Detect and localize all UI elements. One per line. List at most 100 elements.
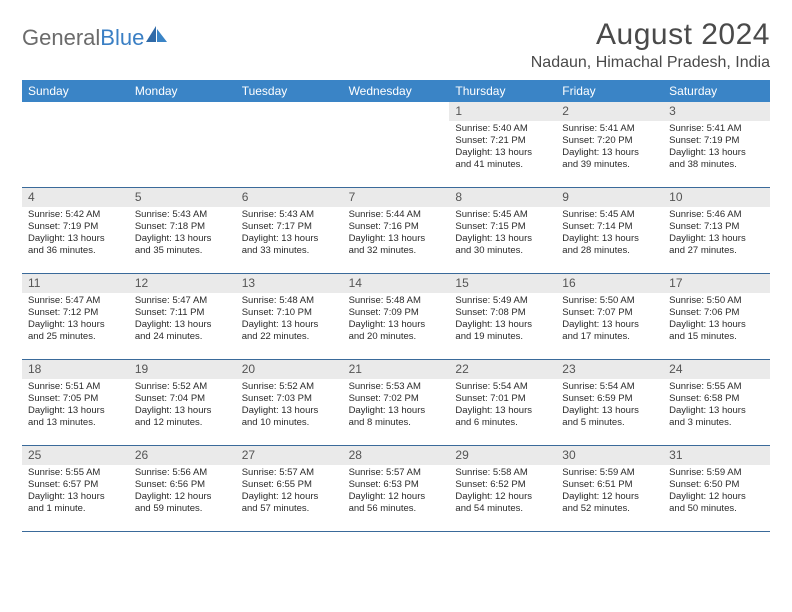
- day-info: Sunrise: 5:50 AMSunset: 7:07 PMDaylight:…: [556, 295, 663, 343]
- day-number: 11: [22, 274, 129, 293]
- logo-text-blue: Blue: [100, 25, 144, 51]
- sunrise-line: Sunrise: 5:41 AM: [669, 123, 764, 135]
- sunset-line: Sunset: 6:57 PM: [28, 479, 123, 491]
- day-info: Sunrise: 5:59 AMSunset: 6:51 PMDaylight:…: [556, 467, 663, 515]
- sunrise-line: Sunrise: 5:40 AM: [455, 123, 550, 135]
- daylight-line: Daylight: 13 hours and 12 minutes.: [135, 405, 230, 429]
- weekday-label: Friday: [556, 80, 663, 102]
- sunset-line: Sunset: 7:21 PM: [455, 135, 550, 147]
- sunrise-line: Sunrise: 5:58 AM: [455, 467, 550, 479]
- calendar-grid: 1 Sunrise: 5:40 AMSunset: 7:21 PM Daylight…: [22, 102, 770, 532]
- empty-cell: [22, 102, 129, 188]
- sunrise-line: Sunrise: 5:42 AM: [28, 209, 123, 221]
- sunset-line: Sunset: 6:50 PM: [669, 479, 764, 491]
- sunset-line: Sunset: 7:12 PM: [28, 307, 123, 319]
- day-number: 1: [449, 102, 556, 121]
- location: Nadaun, Himachal Pradesh, India: [531, 54, 770, 72]
- daylight-line: Daylight: 13 hours and 39 minutes.: [562, 147, 657, 171]
- sunrise-line: Sunrise: 5:57 AM: [349, 467, 444, 479]
- daylight-line: Daylight: 12 hours and 50 minutes.: [669, 491, 764, 515]
- day-cell: 17Sunrise: 5:50 AMSunset: 7:06 PMDayligh…: [663, 274, 770, 360]
- daylight-line: Daylight: 13 hours and 20 minutes.: [349, 319, 444, 343]
- day-cell: 24Sunrise: 5:55 AMSunset: 6:58 PMDayligh…: [663, 360, 770, 446]
- day-cell: 13Sunrise: 5:48 AMSunset: 7:10 PMDayligh…: [236, 274, 343, 360]
- sunset-line: Sunset: 7:07 PM: [562, 307, 657, 319]
- day-number: 12: [129, 274, 236, 293]
- logo-text-gray: General: [22, 25, 100, 51]
- empty-cell: [129, 102, 236, 188]
- day-number: 3: [663, 102, 770, 121]
- daylight-line: Daylight: 12 hours and 57 minutes.: [242, 491, 337, 515]
- sunset-line: Sunset: 6:58 PM: [669, 393, 764, 405]
- day-info: Sunrise: 5:48 AMSunset: 7:09 PMDaylight:…: [343, 295, 450, 343]
- daylight-line: Daylight: 13 hours and 38 minutes.: [669, 147, 764, 171]
- day-info: Sunrise: 5:57 AMSunset: 6:53 PMDaylight:…: [343, 467, 450, 515]
- day-number: 26: [129, 446, 236, 465]
- day-number: 8: [449, 188, 556, 207]
- daylight-line: Daylight: 13 hours and 6 minutes.: [455, 405, 550, 429]
- day-number: 16: [556, 274, 663, 293]
- daylight-line: Daylight: 13 hours and 25 minutes.: [28, 319, 123, 343]
- sunset-line: Sunset: 6:51 PM: [562, 479, 657, 491]
- day-info: Sunrise: 5:41 AMSunset: 7:19 PMDaylight:…: [663, 123, 770, 171]
- daylight-line: Daylight: 13 hours and 36 minutes.: [28, 233, 123, 257]
- sunrise-line: Sunrise: 5:54 AM: [562, 381, 657, 393]
- sunrise-line: Sunrise: 5:41 AM: [562, 123, 657, 135]
- day-number: 15: [449, 274, 556, 293]
- sunset-line: Sunset: 7:19 PM: [669, 135, 764, 147]
- day-cell: 5 Sunrise: 5:43 AMSunset: 7:18 PMDaylight…: [129, 188, 236, 274]
- sunset-line: Sunset: 7:15 PM: [455, 221, 550, 233]
- day-cell: 11Sunrise: 5:47 AMSunset: 7:12 PMDayligh…: [22, 274, 129, 360]
- day-info: Sunrise: 5:59 AMSunset: 6:50 PMDaylight:…: [663, 467, 770, 515]
- day-number: 31: [663, 446, 770, 465]
- day-cell: 10Sunrise: 5:46 AMSunset: 7:13 PMDayligh…: [663, 188, 770, 274]
- sunrise-line: Sunrise: 5:44 AM: [349, 209, 444, 221]
- day-number: 6: [236, 188, 343, 207]
- day-cell: 31 Sunrise: 5:59 AMSunset: 6:50 PMDayligh…: [663, 446, 770, 532]
- day-number: 4: [22, 188, 129, 207]
- day-cell: 28Sunrise: 5:57 AMSunset: 6:53 PMDayligh…: [343, 446, 450, 532]
- sunset-line: Sunset: 7:03 PM: [242, 393, 337, 405]
- calendar: SundayMondayTuesdayWednesdayThursdayFrid…: [22, 80, 770, 532]
- sunrise-line: Sunrise: 5:55 AM: [669, 381, 764, 393]
- daylight-line: Daylight: 13 hours and 8 minutes.: [349, 405, 444, 429]
- sunset-line: Sunset: 6:52 PM: [455, 479, 550, 491]
- day-cell: 6 Sunrise: 5:43 AMSunset: 7:17 PMDaylight…: [236, 188, 343, 274]
- day-info: Sunrise: 5:45 AMSunset: 7:14 PMDaylight:…: [556, 209, 663, 257]
- day-info: Sunrise: 5:53 AMSunset: 7:02 PMDaylight:…: [343, 381, 450, 429]
- day-number: 5: [129, 188, 236, 207]
- day-cell: 26 Sunrise: 5:56 AMSunset: 6:56 PMDayligh…: [129, 446, 236, 532]
- sunrise-line: Sunrise: 5:52 AM: [242, 381, 337, 393]
- weekday-label: Thursday: [449, 80, 556, 102]
- daylight-line: Daylight: 13 hours and 32 minutes.: [349, 233, 444, 257]
- day-info: Sunrise: 5:46 AMSunset: 7:13 PMDaylight:…: [663, 209, 770, 257]
- day-cell: 22Sunrise: 5:54 AMSunset: 7:01 PMDayligh…: [449, 360, 556, 446]
- sunrise-line: Sunrise: 5:55 AM: [28, 467, 123, 479]
- daylight-line: Daylight: 13 hours and 28 minutes.: [562, 233, 657, 257]
- day-info: Sunrise: 5:55 AMSunset: 6:58 PMDaylight:…: [663, 381, 770, 429]
- sunrise-line: Sunrise: 5:47 AM: [135, 295, 230, 307]
- day-number: 30: [556, 446, 663, 465]
- day-info: Sunrise: 5:43 AMSunset: 7:18 PMDaylight:…: [129, 209, 236, 257]
- day-info: Sunrise: 5:47 AMSunset: 7:11 PMDaylight:…: [129, 295, 236, 343]
- day-number: 14: [343, 274, 450, 293]
- day-info: Sunrise: 5:43 AMSunset: 7:17 PMDaylight:…: [236, 209, 343, 257]
- day-number: 27: [236, 446, 343, 465]
- daylight-line: Daylight: 13 hours and 35 minutes.: [135, 233, 230, 257]
- daylight-line: Daylight: 13 hours and 1 minute.: [28, 491, 123, 515]
- calendar-page: GeneralBlue August 2024 Nadaun, Himachal…: [0, 0, 792, 532]
- sunrise-line: Sunrise: 5:53 AM: [349, 381, 444, 393]
- day-cell: 30 Sunrise: 5:59 AMSunset: 6:51 PMDayligh…: [556, 446, 663, 532]
- daylight-line: Daylight: 12 hours and 59 minutes.: [135, 491, 230, 515]
- header: GeneralBlue August 2024 Nadaun, Himachal…: [22, 18, 770, 72]
- weekday-label: Saturday: [663, 80, 770, 102]
- daylight-line: Daylight: 13 hours and 19 minutes.: [455, 319, 550, 343]
- sunrise-line: Sunrise: 5:54 AM: [455, 381, 550, 393]
- day-info: Sunrise: 5:56 AMSunset: 6:56 PMDaylight:…: [129, 467, 236, 515]
- day-info: Sunrise: 5:48 AMSunset: 7:10 PMDaylight:…: [236, 295, 343, 343]
- day-info: Sunrise: 5:51 AMSunset: 7:05 PMDaylight:…: [22, 381, 129, 429]
- empty-cell: [343, 102, 450, 188]
- day-cell: 16 Sunrise: 5:50 AMSunset: 7:07 PMDayligh…: [556, 274, 663, 360]
- day-number: 7: [343, 188, 450, 207]
- day-info: Sunrise: 5:57 AMSunset: 6:55 PMDaylight:…: [236, 467, 343, 515]
